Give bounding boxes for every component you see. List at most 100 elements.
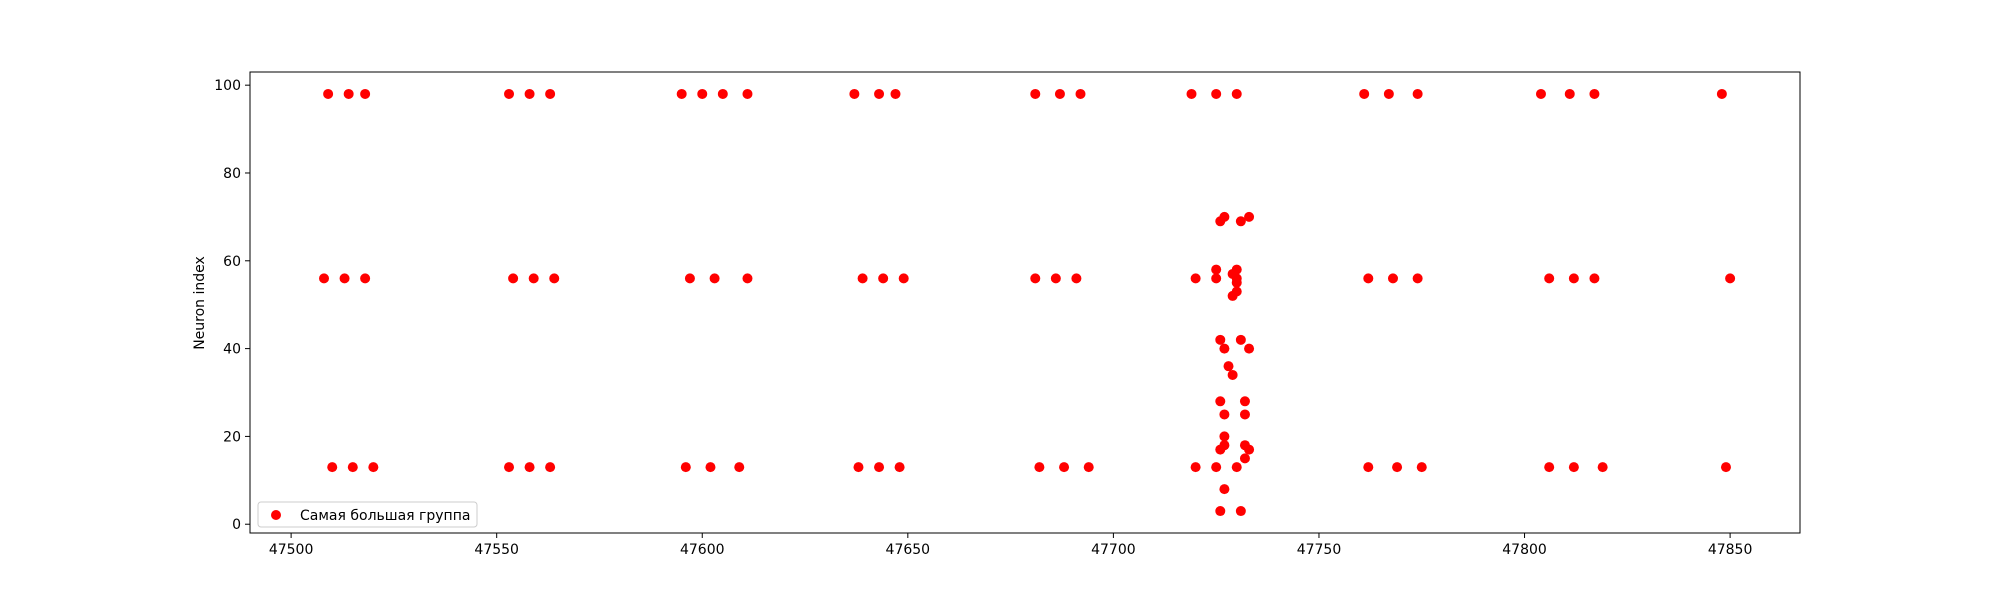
data-point — [1231, 462, 1242, 473]
data-point — [1416, 462, 1427, 473]
data-point — [1219, 343, 1230, 354]
y-axis-label: Neuron index — [192, 256, 208, 350]
data-point — [504, 462, 515, 473]
x-axis: 47500 47550 47600 47650 47700 47750 47800 47850 — [269, 533, 1753, 558]
data-point — [1071, 273, 1082, 284]
data-point — [1215, 506, 1226, 517]
data-point — [1219, 484, 1230, 495]
data-point — [343, 88, 354, 99]
data-point — [1186, 88, 1197, 99]
data-point — [1383, 88, 1394, 99]
data-point — [1597, 462, 1608, 473]
data-point — [1030, 88, 1041, 99]
data-point — [705, 462, 716, 473]
x-tick-label: 47650 — [886, 542, 931, 558]
data-point — [1083, 462, 1094, 473]
data-point — [1412, 273, 1423, 284]
data-point — [898, 273, 909, 284]
data-point — [874, 462, 885, 473]
data-point — [1235, 334, 1246, 345]
legend-box — [257, 501, 478, 528]
data-point — [1223, 361, 1234, 372]
data-point — [368, 462, 379, 473]
data-point — [1725, 273, 1736, 284]
plot-frame — [249, 71, 1801, 534]
data-point — [1589, 88, 1600, 99]
data-point — [697, 88, 708, 99]
y-axis: 0 20 40 60 80 100 — [214, 78, 250, 533]
data-point — [1544, 273, 1555, 284]
data-point — [1589, 273, 1600, 284]
data-point — [1244, 343, 1255, 354]
data-point — [1716, 88, 1727, 99]
data-point — [709, 273, 720, 284]
data-point — [1227, 290, 1238, 301]
data-point — [1363, 273, 1374, 284]
data-point — [1235, 216, 1246, 227]
data-point — [1363, 462, 1374, 473]
data-point — [327, 462, 338, 473]
data-point — [524, 462, 535, 473]
data-point — [1359, 88, 1370, 99]
data-point — [339, 273, 350, 284]
data-point — [1235, 506, 1246, 517]
data-point — [545, 88, 556, 99]
data-point — [717, 88, 728, 99]
data-point — [1075, 88, 1086, 99]
data-point — [545, 462, 556, 473]
x-tick-label: 47600 — [680, 542, 725, 558]
data-point — [742, 273, 753, 284]
data-point — [360, 273, 371, 284]
data-point — [504, 88, 515, 99]
data-point — [1034, 462, 1045, 473]
data-point — [849, 88, 860, 99]
data-point — [1244, 444, 1255, 455]
x-tick-label: 47850 — [1708, 542, 1753, 558]
data-point — [508, 273, 519, 284]
data-point — [323, 88, 334, 99]
data-point — [524, 88, 535, 99]
data-point — [1227, 268, 1238, 279]
legend-marker — [271, 510, 281, 520]
data-point — [890, 88, 901, 99]
data-point — [1219, 211, 1230, 222]
data-point — [1720, 462, 1731, 473]
data-point — [1227, 369, 1238, 380]
data-point — [1535, 88, 1546, 99]
data-point — [1219, 440, 1230, 451]
data-point — [1211, 264, 1222, 275]
legend-label: Самая большая группа — [300, 508, 470, 524]
data-point — [676, 88, 687, 99]
data-point — [1244, 211, 1255, 222]
data-point — [1211, 273, 1222, 284]
data-point — [734, 462, 745, 473]
data-point — [894, 462, 905, 473]
data-point — [1050, 273, 1061, 284]
data-point — [1568, 462, 1579, 473]
x-tick-label: 47550 — [474, 542, 519, 558]
y-tick-label: 20 — [223, 429, 241, 445]
data-point — [1412, 88, 1423, 99]
x-tick-label: 47700 — [1091, 542, 1136, 558]
x-tick-label: 47500 — [269, 542, 314, 558]
data-point — [742, 88, 753, 99]
data-point — [1219, 431, 1230, 442]
data-point — [1211, 88, 1222, 99]
data-point — [1231, 277, 1242, 288]
data-point — [1239, 396, 1250, 407]
data-point — [347, 462, 358, 473]
data-point — [1239, 409, 1250, 420]
y-tick-label: 80 — [223, 166, 241, 182]
y-tick-label: 100 — [214, 78, 241, 94]
y-tick-label: 40 — [223, 342, 241, 358]
data-point — [1211, 462, 1222, 473]
data-point — [1231, 88, 1242, 99]
data-point — [1054, 88, 1065, 99]
data-point — [1544, 462, 1555, 473]
data-point — [1059, 462, 1070, 473]
y-tick-label: 60 — [223, 254, 241, 270]
x-tick-label: 47750 — [1297, 542, 1342, 558]
data-point — [1215, 334, 1226, 345]
data-point — [549, 273, 560, 284]
x-tick-label: 47800 — [1502, 542, 1547, 558]
